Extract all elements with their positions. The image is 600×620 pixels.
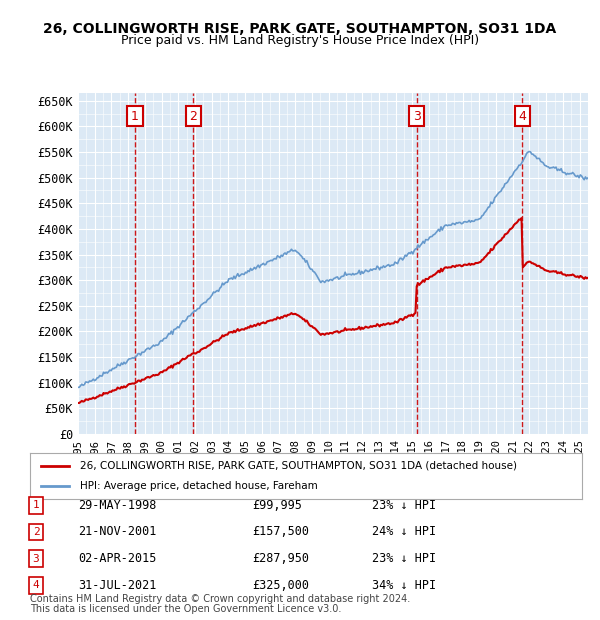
Text: 31-JUL-2021: 31-JUL-2021 bbox=[78, 579, 157, 591]
Text: 02-APR-2015: 02-APR-2015 bbox=[78, 552, 157, 565]
Text: HPI: Average price, detached house, Fareham: HPI: Average price, detached house, Fare… bbox=[80, 481, 317, 491]
Text: 26, COLLINGWORTH RISE, PARK GATE, SOUTHAMPTON, SO31 1DA (detached house): 26, COLLINGWORTH RISE, PARK GATE, SOUTHA… bbox=[80, 461, 517, 471]
Text: 21-NOV-2001: 21-NOV-2001 bbox=[78, 526, 157, 538]
Text: 4: 4 bbox=[32, 580, 40, 590]
Text: 26, COLLINGWORTH RISE, PARK GATE, SOUTHAMPTON, SO31 1DA: 26, COLLINGWORTH RISE, PARK GATE, SOUTHA… bbox=[43, 22, 557, 36]
Text: 1: 1 bbox=[131, 110, 139, 123]
Text: 23% ↓ HPI: 23% ↓ HPI bbox=[372, 499, 436, 511]
Text: 29-MAY-1998: 29-MAY-1998 bbox=[78, 499, 157, 511]
Text: 3: 3 bbox=[32, 554, 40, 564]
Text: Contains HM Land Registry data © Crown copyright and database right 2024.: Contains HM Land Registry data © Crown c… bbox=[30, 595, 410, 604]
Text: £325,000: £325,000 bbox=[252, 579, 309, 591]
Text: This data is licensed under the Open Government Licence v3.0.: This data is licensed under the Open Gov… bbox=[30, 604, 341, 614]
Text: 34% ↓ HPI: 34% ↓ HPI bbox=[372, 579, 436, 591]
Text: 24% ↓ HPI: 24% ↓ HPI bbox=[372, 526, 436, 538]
Text: £99,995: £99,995 bbox=[252, 499, 302, 511]
Text: 23% ↓ HPI: 23% ↓ HPI bbox=[372, 552, 436, 565]
Text: Price paid vs. HM Land Registry's House Price Index (HPI): Price paid vs. HM Land Registry's House … bbox=[121, 34, 479, 47]
Text: 2: 2 bbox=[32, 527, 40, 537]
Text: £287,950: £287,950 bbox=[252, 552, 309, 565]
Text: £157,500: £157,500 bbox=[252, 526, 309, 538]
Text: 3: 3 bbox=[413, 110, 421, 123]
Text: 1: 1 bbox=[32, 500, 40, 510]
Text: 4: 4 bbox=[518, 110, 526, 123]
Text: 2: 2 bbox=[190, 110, 197, 123]
